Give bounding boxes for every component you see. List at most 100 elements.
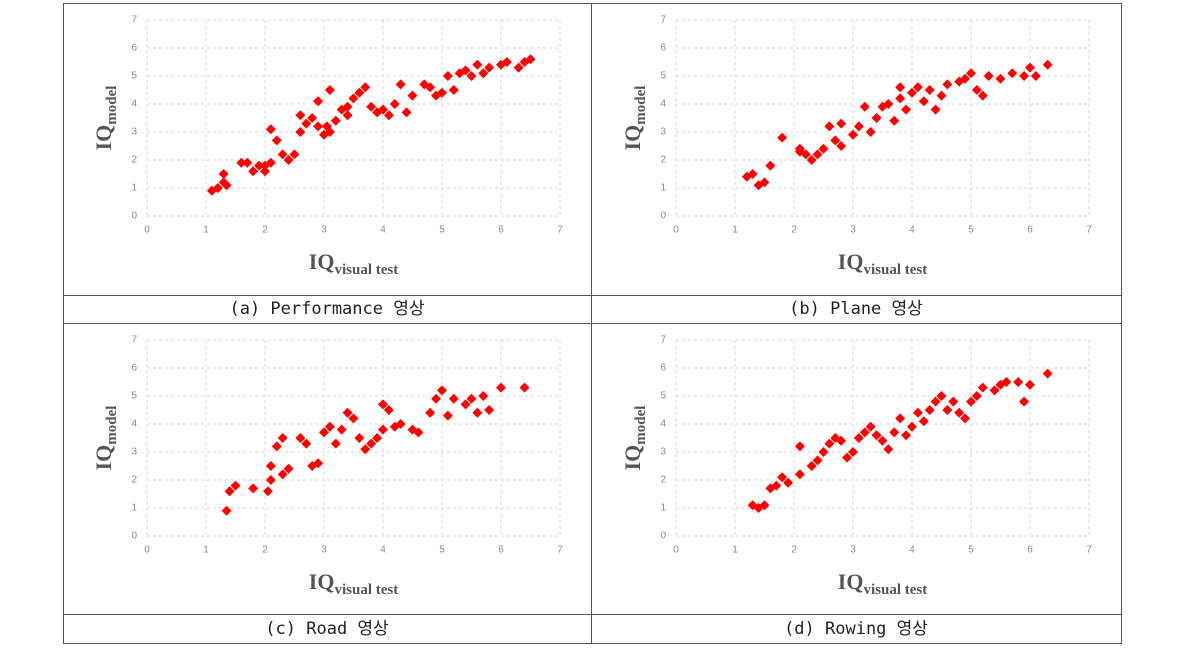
point (277, 469, 288, 480)
point (478, 391, 489, 401)
point (262, 486, 273, 497)
point (525, 54, 536, 65)
y-tick-label: 2 (131, 155, 137, 166)
point (313, 458, 324, 469)
point (765, 160, 776, 171)
y-axis-label-main: IQ (91, 445, 116, 471)
point (496, 59, 506, 70)
point (389, 99, 400, 109)
x-tick-label: 7 (557, 545, 563, 556)
point (218, 169, 229, 179)
point (889, 427, 900, 438)
point (948, 396, 959, 407)
point (794, 469, 805, 480)
point (771, 480, 782, 491)
point (889, 115, 900, 126)
point (907, 87, 917, 98)
point (912, 407, 923, 418)
point (924, 85, 935, 95)
y-tick-label: 1 (660, 183, 666, 194)
point (1025, 379, 1035, 390)
point (354, 87, 365, 98)
point (265, 157, 276, 168)
y-axis-label-sub: model (633, 86, 649, 125)
point (1001, 377, 1012, 387)
point (248, 166, 259, 177)
x-tick-label: 3 (321, 225, 327, 236)
x-tick-label: 2 (262, 545, 268, 556)
point (853, 121, 864, 132)
point (936, 391, 947, 401)
point (395, 79, 406, 90)
point (360, 82, 371, 93)
x-tick-label: 5 (439, 545, 445, 556)
point (431, 393, 442, 404)
x-tick-label: 0 (144, 545, 150, 556)
point (1013, 377, 1024, 387)
point (830, 135, 841, 146)
y-tick-label: 0 (131, 211, 137, 222)
y-axis-label-main: IQ (620, 125, 645, 151)
point (759, 177, 770, 188)
point (930, 104, 941, 115)
x-tick-label: 6 (498, 545, 504, 556)
point (448, 393, 459, 404)
x-axis-label-sub: visual test (334, 582, 398, 598)
y-axis-label: IQmodel (620, 86, 649, 151)
point (883, 444, 894, 455)
x-tick-label: 1 (732, 545, 738, 556)
y-axis-label: IQmodel (91, 86, 120, 151)
point (295, 127, 306, 137)
x-axis-label: IQvisual test (838, 569, 927, 598)
point (836, 141, 847, 151)
point (324, 421, 335, 432)
point (383, 110, 394, 121)
x-axis-label-sub: visual test (863, 582, 927, 598)
point (324, 127, 335, 137)
point (513, 62, 524, 73)
x-tick-label: 0 (673, 225, 679, 236)
point (918, 96, 929, 107)
point (260, 166, 270, 177)
point (348, 93, 359, 104)
point (484, 62, 495, 73)
x-tick-label: 4 (909, 225, 915, 236)
point (1025, 62, 1035, 73)
point (918, 416, 929, 427)
point (448, 85, 459, 95)
x-axis-label-main: IQ (838, 249, 864, 274)
point (460, 399, 471, 410)
point (901, 430, 912, 441)
y-tick-label: 6 (131, 363, 137, 374)
point (236, 157, 247, 168)
point (983, 71, 994, 81)
point (800, 149, 811, 160)
point (437, 87, 447, 98)
point (960, 73, 971, 84)
point (818, 143, 829, 154)
x-tick-label: 7 (1086, 225, 1092, 236)
point (295, 110, 306, 121)
y-tick-label: 7 (660, 15, 666, 26)
point (366, 438, 377, 449)
x-axis-label: IQvisual test (309, 569, 398, 598)
point (442, 71, 453, 81)
point (221, 505, 232, 516)
point (466, 393, 477, 404)
point (901, 104, 912, 115)
y-tick-label: 4 (660, 419, 666, 430)
y-tick-label: 7 (131, 15, 137, 26)
point (366, 101, 377, 112)
point (437, 385, 447, 396)
point (360, 444, 371, 455)
y-tick-label: 3 (131, 127, 137, 138)
point (378, 104, 388, 115)
point (930, 396, 941, 407)
point (777, 132, 788, 143)
point (242, 157, 253, 168)
y-axis-label-sub: model (104, 406, 120, 445)
y-tick-label: 5 (131, 391, 137, 402)
point (324, 85, 335, 95)
point (777, 472, 788, 483)
